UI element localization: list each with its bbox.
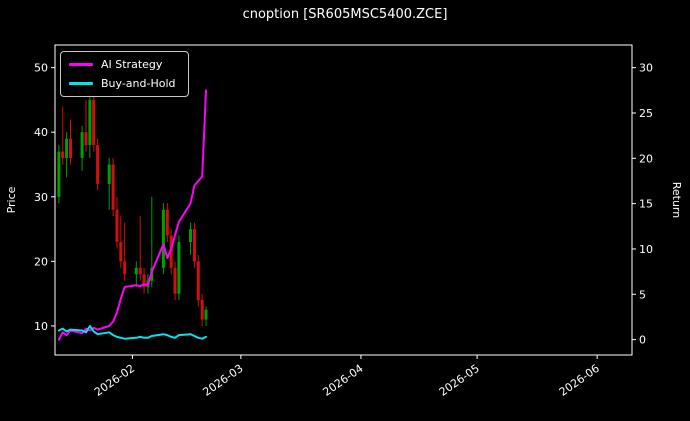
candle-body: [192, 229, 196, 262]
candle-body: [61, 151, 65, 159]
price-axis-label: Price: [5, 186, 18, 214]
candle-body: [111, 164, 115, 210]
candle-body: [204, 309, 208, 320]
price-tick-label: 50: [34, 62, 48, 75]
buy-and-hold-line-swatch: [69, 82, 93, 85]
date-tick-label: 2026-04: [321, 362, 366, 399]
candle-body: [119, 242, 123, 262]
date-tick-label: 2026-06: [557, 362, 602, 399]
candle-body: [189, 229, 192, 242]
buy-and-hold-line: [57, 325, 207, 340]
legend-label-buy-and-hold: Buy-and-Hold: [101, 77, 176, 90]
price-tick-label: 10: [34, 320, 48, 333]
return-tick-label: 10: [639, 243, 653, 256]
return-axis-label: Return: [670, 181, 683, 219]
candle-body: [92, 99, 96, 146]
candle-body: [115, 209, 119, 242]
ai-strategy-line: [57, 89, 207, 341]
ai-strategy-line-swatch: [69, 63, 93, 66]
candle-body: [169, 235, 173, 268]
legend-item-ai-strategy: AI Strategy: [69, 58, 176, 71]
return-tick-label: 5: [639, 288, 646, 301]
candle-body: [123, 261, 127, 275]
return-tick-label: 0: [639, 334, 646, 347]
candle-body: [165, 209, 169, 236]
candle-body: [96, 145, 100, 184]
axes: 10 20 30 40 50 0 5 10 15 20 25 30 2026-02 2026-03 2026…: [34, 44, 653, 399]
legend-item-buy-and-hold: Buy-and-Hold: [69, 77, 176, 90]
candle-body: [107, 164, 111, 184]
candlestick-series: [57, 80, 208, 326]
return-tick-label: 20: [639, 152, 653, 165]
date-tick-label: 2026-05: [437, 362, 482, 399]
candle-body: [196, 261, 200, 301]
plot-border: [54, 44, 633, 356]
candle-body: [161, 209, 165, 268]
return-tick-label: 25: [639, 107, 653, 120]
candle-body: [138, 267, 142, 275]
date-tick-label: 2026-03: [200, 362, 245, 399]
candle-body: [142, 274, 146, 288]
candle-body: [57, 151, 61, 197]
legend-label-ai-strategy: AI Strategy: [101, 58, 163, 71]
price-tick-label: 40: [34, 126, 48, 139]
candle-body: [173, 267, 177, 294]
return-tick-label: 30: [639, 62, 653, 75]
candle-body: [80, 132, 84, 158]
chart-title: cnoption [SR605MSC5400.ZCE]: [242, 7, 448, 22]
price-tick-label: 30: [34, 191, 48, 204]
candle-body: [88, 99, 92, 146]
candle-body: [84, 132, 88, 146]
candle-body: [65, 138, 69, 158]
candle-body: [200, 300, 204, 320]
candle-body: [69, 138, 72, 158]
candle-body: [177, 242, 181, 294]
legend: AI Strategy Buy-and-Hold: [60, 51, 189, 97]
date-tick-label: 2026-02: [92, 362, 137, 399]
return-tick-label: 15: [639, 198, 653, 211]
price-tick-label: 20: [34, 255, 48, 268]
candle-body: [134, 267, 138, 275]
